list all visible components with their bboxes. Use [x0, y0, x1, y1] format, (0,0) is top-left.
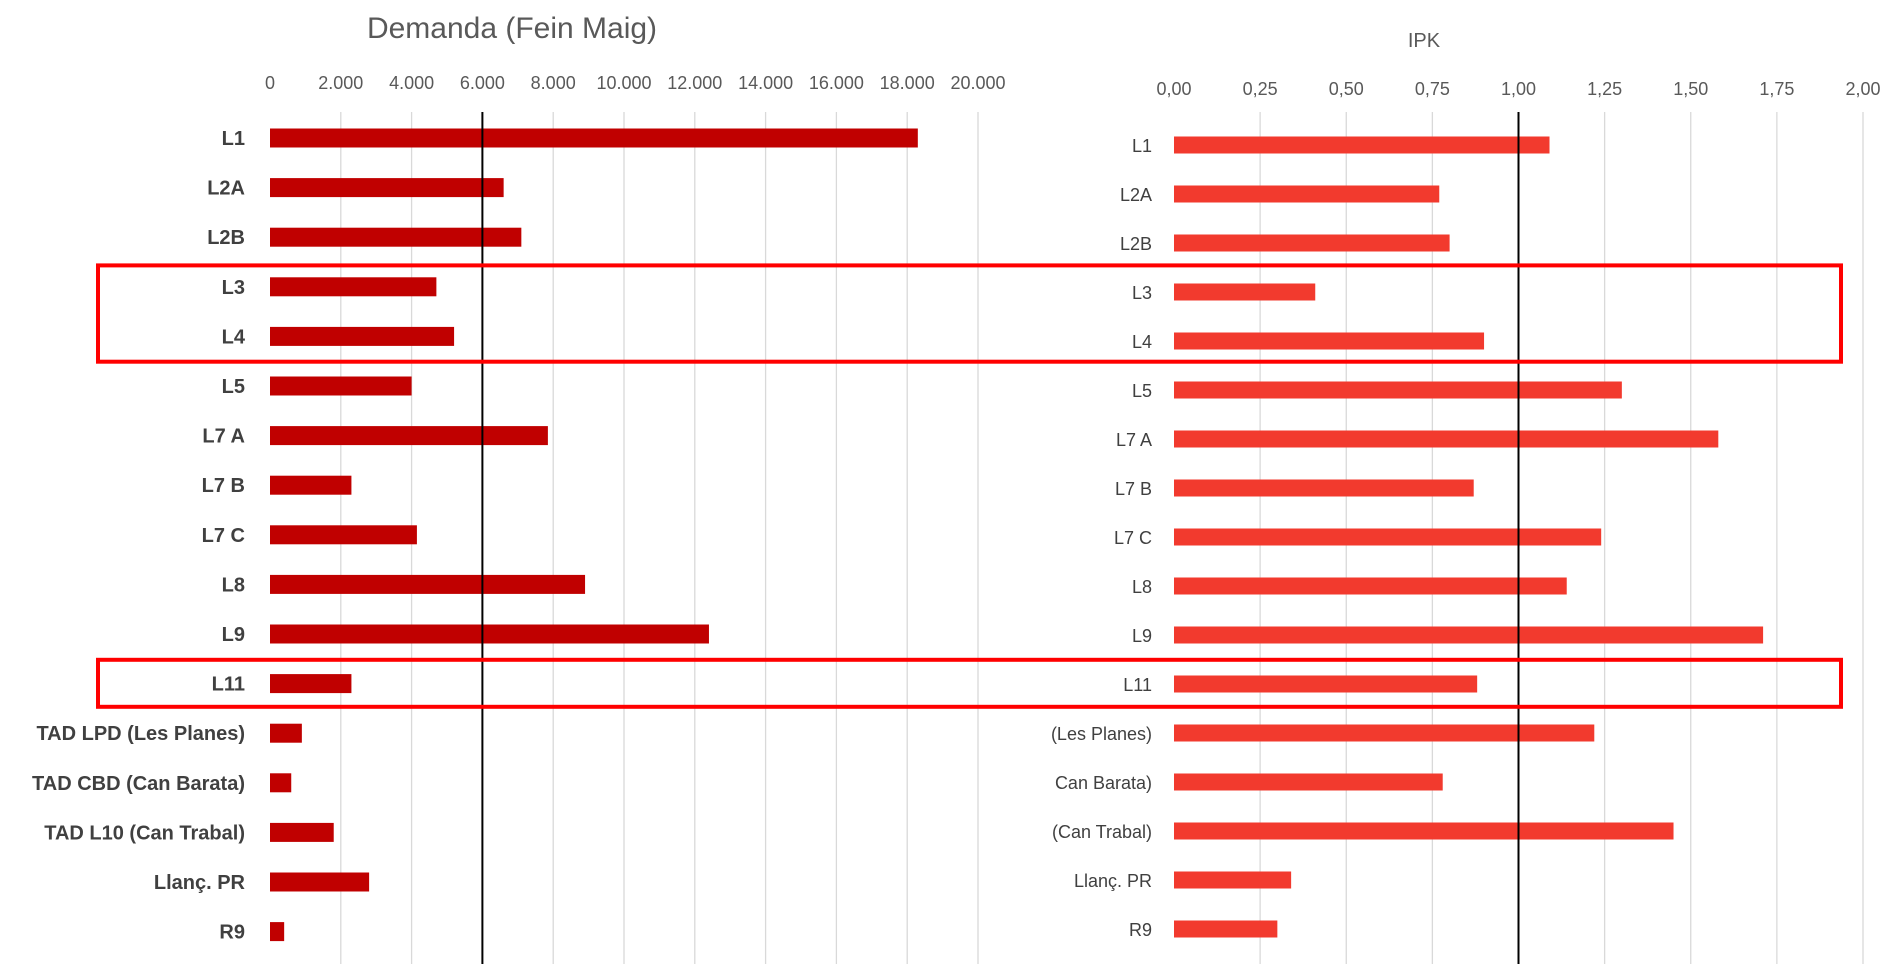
demanda-tick-label: 2.000 [318, 73, 363, 93]
demanda-tick-label: 8.000 [531, 73, 576, 93]
ipk-category-label: L9 [1132, 626, 1152, 646]
highlight-box [96, 263, 1843, 364]
ipk-category-label: L1 [1132, 136, 1152, 156]
demanda-category-label: L4 [222, 326, 246, 348]
ipk-bar [1174, 528, 1602, 546]
demanda-bar [270, 475, 352, 495]
ipk-bar [1174, 773, 1443, 791]
ipk-bar [1174, 479, 1474, 497]
demanda-tick-label: 4.000 [389, 73, 434, 93]
demanda-category-label: Llanç. PR [154, 872, 246, 894]
demanda-category-label: L9 [222, 624, 245, 646]
demanda-tick-label: 20.000 [950, 73, 1005, 93]
demanda-bar [270, 277, 437, 297]
highlight-box [96, 657, 1843, 709]
demanda-bar [270, 624, 709, 644]
ipk-category-label: L8 [1132, 577, 1152, 597]
ipk-tick-label: 1,00 [1501, 79, 1536, 99]
ipk-tick-label: 0,25 [1243, 79, 1278, 99]
ipk-bar [1174, 185, 1440, 203]
ipk-bar [1174, 136, 1550, 154]
ipk-bar [1174, 920, 1278, 938]
ipk-category-label: Llanç. PR [1074, 871, 1152, 891]
demanda-bar [270, 872, 370, 892]
ipk-bar [1174, 381, 1622, 399]
ipk-category-label: L7 A [1116, 430, 1152, 450]
ipk-category-label: Can Barata) [1055, 773, 1152, 793]
ipk-tick-label: 0,75 [1415, 79, 1450, 99]
ipk-tick-label: 0,00 [1156, 79, 1191, 99]
ipk-category-label: (Les Planes) [1051, 724, 1152, 744]
ipk-tick-label: 1,75 [1759, 79, 1794, 99]
ipk-tick-label: 1,25 [1587, 79, 1622, 99]
ipk-tick-label: 2,00 [1845, 79, 1880, 99]
ipk-tick-label: 0,50 [1329, 79, 1364, 99]
ipk-bar [1174, 234, 1450, 252]
demanda-chart-title: Demanda (Fein Maig) [367, 12, 657, 45]
demanda-tick-label: 12.000 [667, 73, 722, 93]
ipk-category-label: L7 B [1115, 479, 1152, 499]
ipk-category-label: L5 [1132, 381, 1152, 401]
ipk-bar [1174, 724, 1595, 742]
demanda-category-label: L8 [222, 574, 245, 596]
demanda-category-label: L2B [207, 227, 245, 249]
demanda-bar [270, 426, 548, 446]
ipk-chart-title: IPK [1408, 30, 1441, 52]
ipk-bar [1174, 332, 1485, 350]
demanda-category-label: TAD CBD (Can Barata) [32, 773, 245, 795]
ipk-category-label: L4 [1132, 332, 1152, 352]
demanda-category-label: TAD LPD (Les Planes) [36, 723, 245, 745]
demanda-category-label: R9 [219, 922, 245, 944]
ipk-category-label: L2B [1120, 234, 1152, 254]
demanda-category-label: L3 [222, 277, 245, 299]
demanda-bar [270, 525, 417, 545]
demanda-tick-label: 14.000 [738, 73, 793, 93]
ipk-bar [1174, 430, 1719, 448]
demanda-category-label: L5 [222, 376, 245, 398]
demanda-bar [270, 574, 586, 594]
ipk-category-label: L2A [1120, 185, 1152, 205]
ipk-bar [1174, 283, 1316, 301]
demanda-tick-label: 6.000 [460, 73, 505, 93]
ipk-bar [1174, 626, 1764, 644]
demanda-category-label: L1 [222, 128, 245, 150]
ipk-category-label: L11 [1123, 675, 1152, 695]
ipk-bar [1174, 675, 1478, 693]
ipk-category-label: L3 [1132, 283, 1152, 303]
demanda-category-label: L7 B [202, 475, 245, 497]
demanda-tick-label: 18.000 [880, 73, 935, 93]
ipk-category-label: L7 C [1114, 528, 1152, 548]
ipk-bar [1174, 822, 1674, 840]
demanda-bar [270, 723, 302, 743]
demanda-tick-label: 16.000 [809, 73, 864, 93]
ipk-bar [1174, 871, 1292, 889]
ipk-tick-label: 1,50 [1673, 79, 1708, 99]
ipk-category-label: (Can Trabal) [1052, 822, 1152, 842]
demanda-category-label: L7 A [202, 426, 245, 448]
ipk-bar [1174, 577, 1567, 595]
demanda-tick-label: 10.000 [596, 73, 651, 93]
demanda-category-label: L11 [212, 674, 245, 696]
demanda-category-label: TAD L10 (Can Trabal) [44, 822, 245, 844]
demanda-bar [270, 227, 522, 247]
demanda-category-label: L7 C [202, 525, 245, 547]
demanda-bar [270, 922, 285, 942]
demanda-bar [270, 773, 292, 793]
demanda-bar [270, 178, 504, 198]
demanda-tick-label: 0 [265, 73, 275, 93]
demanda-bar [270, 674, 352, 694]
demanda-category-label: L2A [207, 178, 245, 200]
ipk-category-label: R9 [1129, 920, 1152, 940]
demanda-bar [270, 376, 412, 396]
demanda-bar [270, 128, 918, 148]
demanda-bar [270, 326, 455, 346]
demanda-bar [270, 822, 334, 842]
